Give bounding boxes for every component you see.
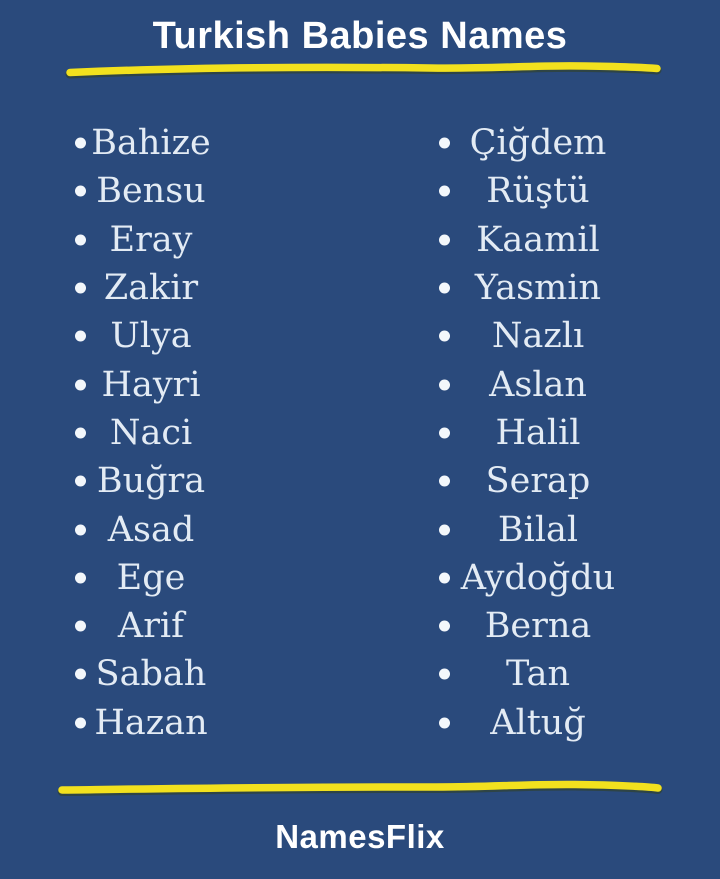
bullet-icon [439,475,450,487]
bullet-icon [75,282,86,294]
list-item: Kaamil [387,216,689,264]
list-item: Yasmin [387,264,689,312]
bullet-icon [439,427,450,439]
list-item: Bensu [0,167,302,215]
list-item: Bahize [0,119,302,167]
name-text: Çiğdem [469,123,607,164]
list-item: Nazlı [387,312,689,360]
list-item: Ege [0,554,302,602]
name-text: Tan [505,654,571,695]
list-item: Eray [0,216,302,264]
list-item: Sabah [0,650,302,698]
bullet-icon [439,330,450,342]
footer-divider [57,780,663,796]
bullet-icon [75,137,86,149]
name-text: Kaamil [476,219,600,260]
name-text: Altuğ [490,702,586,743]
name-text: Aydoğdu [460,557,616,598]
list-item: Aydoğdu [387,554,689,602]
list-item: Rüştü [387,167,689,215]
bullet-icon [439,572,450,584]
bullet-icon [439,668,450,680]
names-list-right: Çiğdem Rüştü Kaamil Yasmin Nazlı Aslan H… [387,119,689,747]
name-text: Nazlı [491,316,585,357]
name-text: Arif [117,606,185,647]
list-item: Aslan [387,360,689,408]
list-item: Asad [0,505,302,553]
list-item: Halil [387,409,689,457]
name-text: Buğra [96,461,206,502]
bullet-icon [439,524,450,536]
names-list-left: Bahize Bensu Eray Zakir Ulya Hayri Naci … [0,119,302,747]
brand-logo: NamesFlix [275,818,445,855]
title-underline [65,62,662,79]
name-text: Ege [116,557,186,598]
list-item: Hazan [0,699,302,747]
bullet-icon [75,379,86,391]
list-item: Buğra [0,457,302,505]
list-item: Arif [0,602,302,650]
bullet-icon [75,524,86,536]
name-text: Yasmin [474,268,602,309]
name-text: Rüştü [486,171,590,212]
name-text: Zakir [103,268,199,309]
list-item: Hayri [0,360,302,408]
bullet-icon [439,379,450,391]
list-item: Çiğdem [387,119,689,167]
bullet-icon [439,137,450,149]
list-item: Ulya [0,312,302,360]
bullet-icon [439,620,450,632]
bullet-icon [75,185,86,197]
bullet-icon [439,185,450,197]
list-item: Serap [387,457,689,505]
list-item: Naci [0,409,302,457]
name-text: Ulya [110,316,192,357]
bullet-icon [439,234,450,246]
bullet-icon [75,668,86,680]
list-item: Berna [387,602,689,650]
name-text: Bahize [91,123,211,164]
list-item: Bilal [387,505,689,553]
bullet-icon [75,572,86,584]
name-text: Serap [485,461,591,502]
bullet-icon [75,475,86,487]
name-text: Halil [495,412,581,453]
list-item: Altuğ [387,699,689,747]
bullet-icon [75,234,86,246]
bullet-icon [439,717,450,729]
bullet-icon [75,717,86,729]
name-text: Berna [484,606,592,647]
bullet-icon [439,282,450,294]
name-text: Asad [107,509,195,550]
bullet-icon [75,620,86,632]
name-text: Sabah [95,654,207,695]
bullet-icon [75,427,86,439]
name-text: Eray [109,219,193,260]
name-text: Bensu [96,171,206,212]
name-text: Naci [109,412,193,453]
page-title: Turkish Babies Names [152,15,568,57]
name-text: Bilal [497,509,579,550]
list-item: Tan [387,650,689,698]
name-text: Aslan [489,364,587,405]
list-item: Zakir [0,264,302,312]
name-text: Hazan [94,702,208,743]
bullet-icon [75,330,86,342]
name-text: Hayri [101,364,201,405]
